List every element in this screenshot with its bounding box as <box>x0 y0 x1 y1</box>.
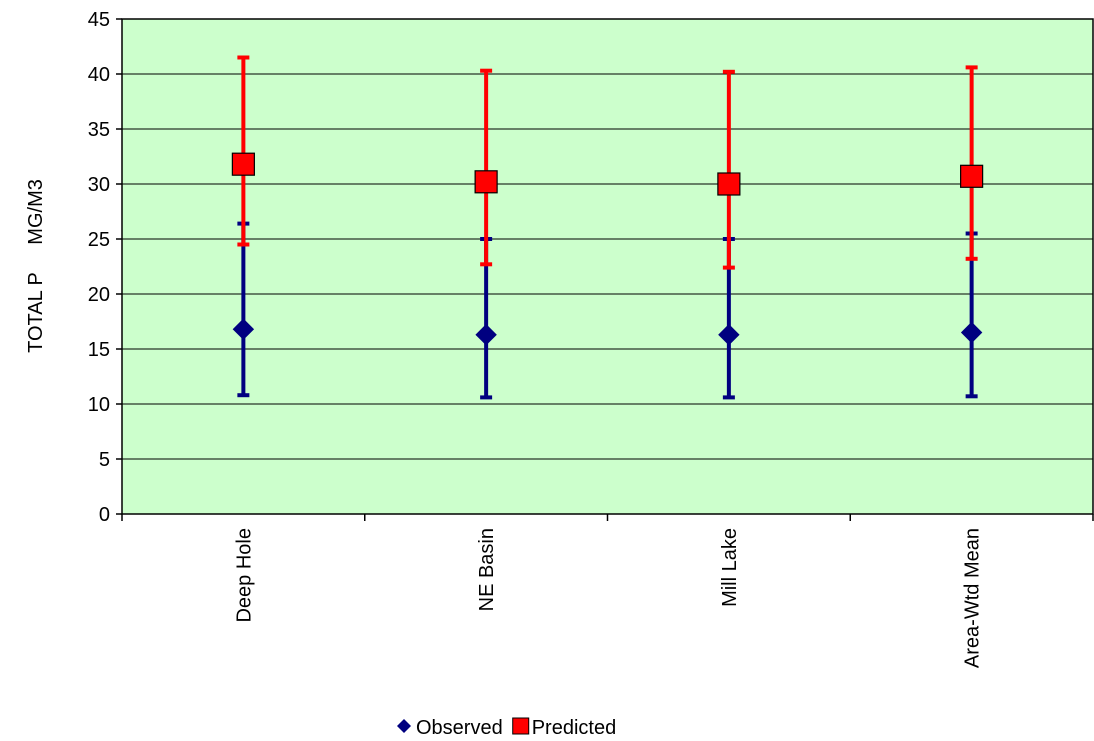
y-axis-title: TOTAL P MG/M3 <box>25 179 47 353</box>
y-tick-label: 20 <box>88 284 110 306</box>
predicted-point <box>474 170 498 194</box>
observed-point <box>960 321 983 344</box>
y-tick-label: 0 <box>99 504 110 526</box>
observed-point <box>718 323 740 346</box>
y-tick-label: 45 <box>88 9 110 31</box>
x-tick-label: Area-Wtd Mean <box>962 528 984 668</box>
legend: Observed Predicted <box>397 717 616 739</box>
predicted-point <box>231 152 255 176</box>
y-tick-label: 5 <box>99 449 110 471</box>
error-bars <box>237 55 978 400</box>
plot-area <box>122 19 1093 514</box>
tick-labels: 0 5 10 15 20 25 30 35 40 45 Deep Hole NE Basin Mill … <box>88 9 984 668</box>
y-tick-label: 35 <box>88 119 110 141</box>
axes <box>116 18 1094 521</box>
y-tick-label: 10 <box>88 394 110 416</box>
x-tick-label: NE Basin <box>476 528 498 611</box>
observed-point <box>232 318 255 340</box>
legend-label-predicted: Predicted <box>532 717 617 739</box>
y-tick-label: 15 <box>88 339 110 361</box>
y-tick-label: 25 <box>88 229 110 251</box>
y-tick-label: 40 <box>88 64 110 86</box>
legend-marker-predicted <box>512 717 530 735</box>
observed-point <box>475 323 497 346</box>
predicted-point <box>717 172 741 196</box>
data-markers <box>231 152 984 346</box>
x-tick-label: Deep Hole <box>233 528 255 623</box>
predicted-point <box>960 164 984 188</box>
x-tick-label: Mill Lake <box>719 528 741 607</box>
y-tick-label: 30 <box>88 174 110 196</box>
legend-marker-observed <box>397 719 411 733</box>
legend-label-observed: Observed <box>416 717 503 739</box>
